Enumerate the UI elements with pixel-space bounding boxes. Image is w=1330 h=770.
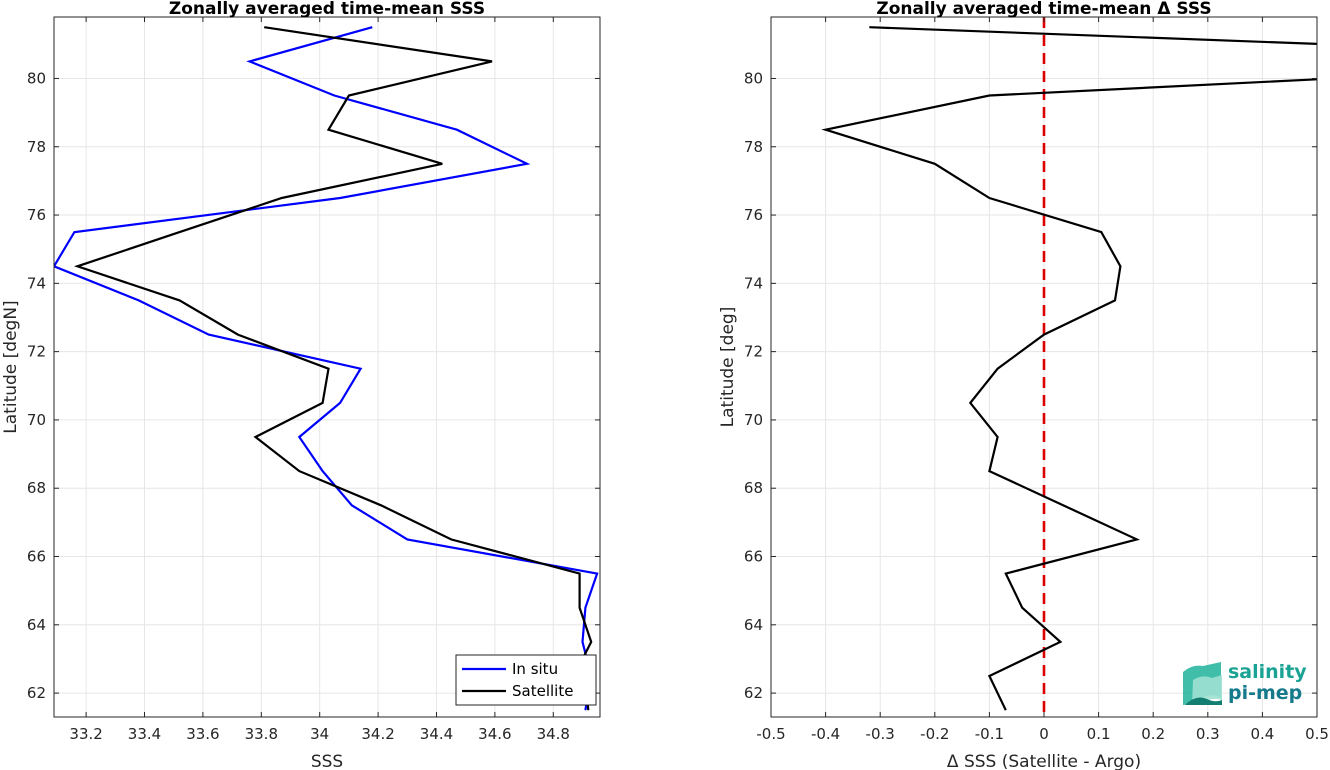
x-tick-label: -0.2 [920,725,949,743]
y-tick-label: 70 [27,411,46,429]
x-tick-label: 34.6 [478,725,511,743]
x-tick-label: 0.1 [1087,725,1111,743]
legend-label-in-situ: In situ [512,660,558,678]
x-tick-label: 0.5 [1305,725,1329,743]
legend: In situ Satellite [455,654,597,706]
x-tick-label: 33.4 [128,725,161,743]
ticks: 33.2 33.4 33.6 33.8 34 34.2 34.4 34.6 34.8 62 64 66… [27,17,600,743]
x-tick-label: 34.2 [361,725,394,743]
x-tick-label: 33.8 [245,725,278,743]
y-tick-label: 72 [27,343,46,361]
y-tick-label: 74 [744,274,763,292]
logo-text-line1: salinity [1228,661,1307,683]
x-axis-label: Δ SSS (Satellite - Argo) [947,752,1141,770]
x-tick-label: 0 [1039,725,1049,743]
y-tick-label: 74 [27,274,46,292]
x-tick-label: 0.2 [1141,725,1165,743]
x-tick-label: 34.8 [537,725,570,743]
y-tick-label: 78 [27,138,46,156]
series-group [821,17,1317,717]
y-tick-label: 68 [744,479,763,497]
x-tick-label: 33.2 [69,725,102,743]
y-tick-label: 78 [744,138,763,156]
series-line-1-0 [821,26,1317,711]
y-tick-label: 62 [27,684,46,702]
salinity-pimep-logo: salinity pi-mep [1183,661,1307,705]
grid [54,17,600,717]
left-chart: 33.2 33.4 33.6 33.8 34 34.2 34.4 34.6 34.8 62 64 66… [1,0,601,770]
x-tick-label: -0.3 [866,725,895,743]
chart-title: Zonally averaged time-mean SSS [169,0,485,19]
x-tick-label: 34.4 [420,725,453,743]
y-tick-label: 80 [27,69,46,87]
logo-wave-icon [1185,697,1222,705]
y-tick-label: 68 [27,479,46,497]
y-tick-label: 80 [744,69,763,87]
x-tick-label: 0.4 [1250,725,1274,743]
x-tick-label: 0.3 [1196,725,1220,743]
legend-label-satellite: Satellite [512,682,573,700]
y-axis-label: Latitude [degN] [1,300,21,433]
y-axis-label: Latitude [deg] [718,307,738,428]
chart-title: Zonally averaged time-mean Δ SSS [876,0,1211,19]
x-tick-label: -0.4 [811,725,840,743]
y-tick-label: 72 [744,343,763,361]
series-line-in-situ [54,26,599,711]
x-axis-label: SSS [311,752,343,770]
y-tick-label: 64 [744,616,763,634]
legend-box [455,654,597,706]
y-tick-label: 76 [744,206,763,224]
y-tick-label: 64 [27,616,46,634]
axes-box [53,16,601,718]
y-tick-label: 62 [744,684,763,702]
x-tick-label: -0.1 [975,725,1004,743]
x-tick-label: 34 [310,725,329,743]
series-group [54,26,599,711]
y-tick-label: 66 [744,548,763,566]
ticks: -0.5 -0.4 -0.3 -0.2 -0.1 0 0.1 0.2 0.3 0.4 0.5 62 64… [744,17,1329,743]
y-tick-label: 70 [744,411,763,429]
series-line-satellite [73,26,593,711]
right-chart: -0.5 -0.4 -0.3 -0.2 -0.1 0 0.1 0.2 0.3 0.4 0.5 62 64… [718,0,1329,770]
y-tick-label: 66 [27,548,46,566]
x-tick-label: -0.5 [756,725,785,743]
x-tick-label: 33.6 [186,725,219,743]
y-tick-label: 76 [27,206,46,224]
logo-text-line2: pi-mep [1228,682,1302,704]
